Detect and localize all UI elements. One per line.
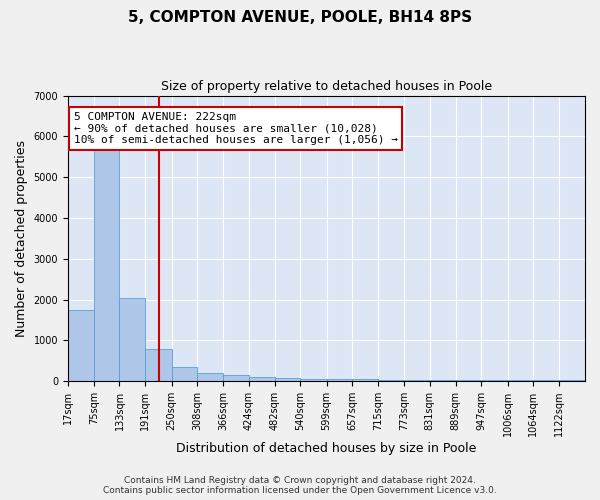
Bar: [172, 367, 197, 381]
Bar: [223, 375, 249, 381]
Bar: [197, 373, 223, 381]
Bar: [404, 380, 430, 381]
Text: 5 COMPTON AVENUE: 222sqm
← 90% of detached houses are smaller (10,028)
10% of se: 5 COMPTON AVENUE: 222sqm ← 90% of detach…: [74, 112, 398, 145]
Text: Contains HM Land Registry data © Crown copyright and database right 2024.
Contai: Contains HM Land Registry data © Crown c…: [103, 476, 497, 495]
Bar: [508, 380, 533, 381]
Bar: [94, 146, 119, 381]
Bar: [352, 379, 378, 381]
Y-axis label: Number of detached properties: Number of detached properties: [15, 140, 28, 337]
Bar: [481, 380, 508, 381]
Bar: [301, 379, 326, 381]
Bar: [430, 380, 455, 381]
Title: Size of property relative to detached houses in Poole: Size of property relative to detached ho…: [161, 80, 492, 93]
Bar: [119, 298, 145, 381]
Bar: [249, 377, 275, 381]
Bar: [68, 310, 94, 381]
Bar: [326, 379, 352, 381]
Bar: [559, 380, 585, 381]
X-axis label: Distribution of detached houses by size in Poole: Distribution of detached houses by size …: [176, 442, 476, 455]
Bar: [533, 380, 559, 381]
Bar: [145, 348, 172, 381]
Bar: [455, 380, 481, 381]
Bar: [275, 378, 301, 381]
Bar: [378, 380, 404, 381]
Text: 5, COMPTON AVENUE, POOLE, BH14 8PS: 5, COMPTON AVENUE, POOLE, BH14 8PS: [128, 10, 472, 25]
